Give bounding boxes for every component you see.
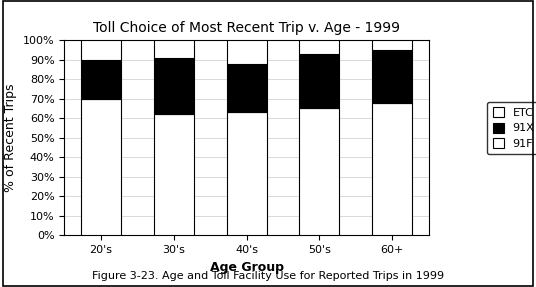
- X-axis label: Age Group: Age Group: [210, 261, 284, 274]
- Bar: [227, 113, 266, 235]
- Bar: [81, 99, 121, 235]
- Bar: [154, 58, 193, 114]
- Bar: [372, 50, 412, 103]
- Bar: [300, 108, 339, 235]
- Bar: [81, 60, 121, 99]
- Bar: [154, 40, 193, 58]
- Bar: [372, 40, 412, 50]
- Text: Figure 3-23. Age and Toll Facility Use for Reported Trips in 1999: Figure 3-23. Age and Toll Facility Use f…: [92, 271, 444, 281]
- Bar: [227, 40, 266, 64]
- Bar: [300, 40, 339, 54]
- Bar: [154, 114, 193, 235]
- Title: Toll Choice of Most Recent Trip v. Age - 1999: Toll Choice of Most Recent Trip v. Age -…: [93, 21, 400, 35]
- Y-axis label: % of Recent Trips: % of Recent Trips: [4, 84, 17, 192]
- Bar: [227, 64, 266, 113]
- Bar: [372, 103, 412, 235]
- Bar: [300, 54, 339, 108]
- Bar: [81, 40, 121, 60]
- Legend: ETC, 91X, 91F: ETC, 91X, 91F: [487, 102, 536, 154]
